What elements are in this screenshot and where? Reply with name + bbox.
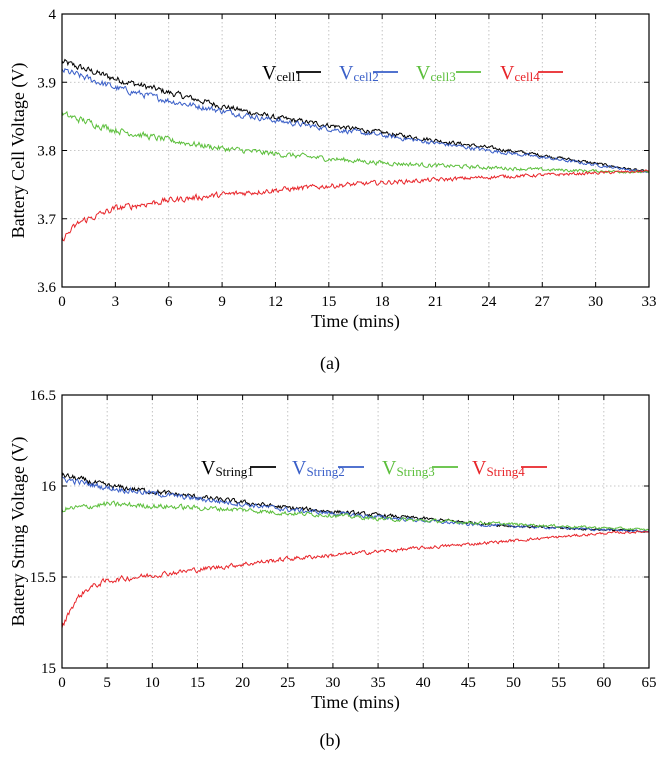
legend-label: VString4 <box>472 457 525 479</box>
x-tick-label: 50 <box>506 675 521 691</box>
series-group <box>62 58 649 242</box>
x-tick-label: 60 <box>596 675 611 691</box>
series-group <box>62 472 649 629</box>
x-tick-label: 10 <box>145 675 160 691</box>
series-line-string2 <box>62 476 649 533</box>
y-tick-label: 15 <box>41 661 56 677</box>
x-tick-label: 5 <box>103 675 111 691</box>
series-line-cell1 <box>62 58 649 173</box>
series-line-cell3 <box>62 110 649 174</box>
x-tick-label: 55 <box>551 675 566 691</box>
y-tick-label: 16 <box>41 479 57 495</box>
chart-2: 0 5 10 15 20 25 30 35 40 45 50 55 60 65 15 15.5 16 16.5 VS… <box>8 388 657 751</box>
x-tick-label: 33 <box>642 294 657 310</box>
y-tick-label: 15.5 <box>30 570 56 586</box>
x-tick-label: 20 <box>235 675 250 691</box>
x-tick-label: 24 <box>481 294 497 310</box>
x-tick-label: 21 <box>428 294 443 310</box>
x-tick-label: 65 <box>642 675 657 691</box>
y-tick-label: 3.8 <box>37 144 56 160</box>
x-tick-label: 30 <box>588 294 603 310</box>
y-axis-label: Battery String Voltage (V) <box>8 437 29 627</box>
x-axis-label: Time (mins) <box>311 311 400 332</box>
legend-label: Vcell2 <box>339 62 379 84</box>
x-axis-label: Time (mins) <box>311 692 400 713</box>
x-tick-label: 45 <box>461 675 476 691</box>
x-tick-label: 15 <box>190 675 205 691</box>
x-tick-label: 9 <box>218 294 226 310</box>
legend-label: Vcell1 <box>262 62 302 84</box>
x-tick-label: 40 <box>416 675 431 691</box>
y-tick-label: 3.6 <box>37 280 56 296</box>
series-line-string1 <box>62 472 649 533</box>
legend-label: VString2 <box>292 457 345 479</box>
series-line-string3 <box>62 500 649 532</box>
x-tick-label: 18 <box>375 294 390 310</box>
plot-frame <box>61 13 650 288</box>
x-tick-label: 35 <box>371 675 386 691</box>
plot-frame <box>61 394 650 669</box>
legend: Vcell1 Vcell2 Vcell3 Vcell4 <box>262 62 563 84</box>
x-tick-label: 25 <box>280 675 295 691</box>
legend: VString1 VString2 VString3 VString4 <box>201 457 547 479</box>
x-tick-label: 0 <box>58 294 66 310</box>
x-tick-label: 27 <box>535 294 551 310</box>
legend-label: Vcell3 <box>416 62 456 84</box>
series-line-cell4 <box>62 169 649 242</box>
x-tick-label: 12 <box>268 294 283 310</box>
y-tick-label: 3.7 <box>37 212 56 228</box>
x-tick-label: 15 <box>321 294 336 310</box>
x-tick-label: 30 <box>325 675 340 691</box>
legend-label: VString1 <box>201 457 254 479</box>
figure-caption: (a) <box>320 353 340 374</box>
figure-caption: (b) <box>320 730 341 751</box>
y-tick-label: 4 <box>49 7 57 23</box>
series-line-cell2 <box>62 67 649 174</box>
series-line-string4 <box>62 530 649 629</box>
y-tick-label: 3.9 <box>37 75 56 91</box>
legend-label: Vcell4 <box>500 62 540 84</box>
x-tick-label: 3 <box>112 294 120 310</box>
x-tick-label: 0 <box>58 675 66 691</box>
y-axis-label: Battery Cell Voltage (V) <box>8 63 29 239</box>
y-tick-label: 16.5 <box>30 388 56 404</box>
legend-label: VString3 <box>382 457 435 479</box>
x-tick-label: 6 <box>165 294 173 310</box>
